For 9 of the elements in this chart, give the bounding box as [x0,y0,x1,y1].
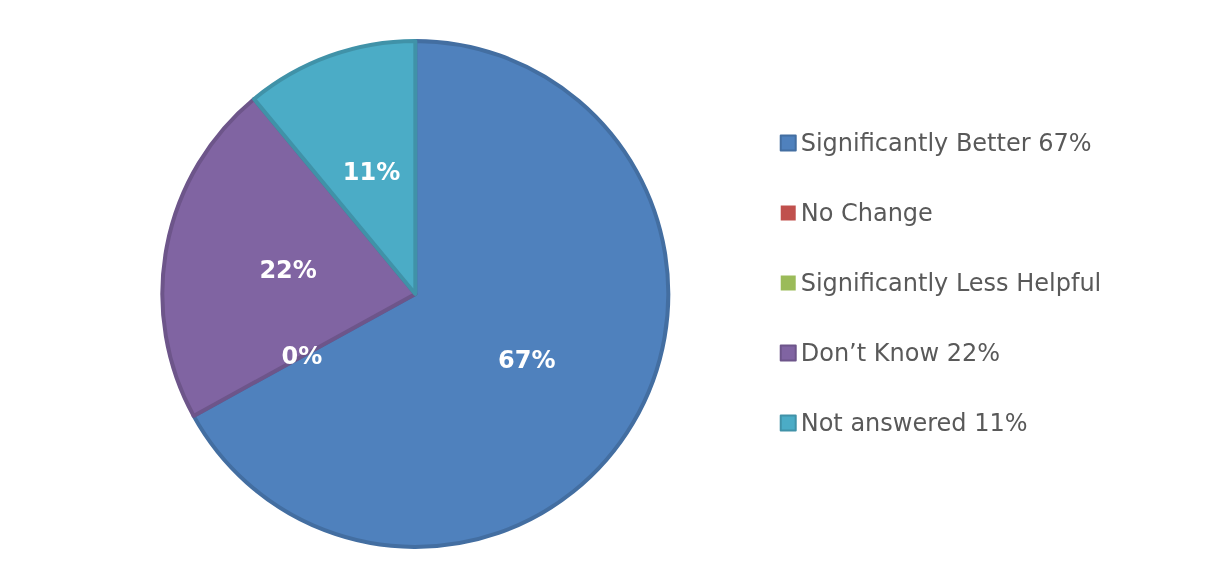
data-label: 67% [498,345,556,374]
legend-label: Significantly Better 67% [800,129,1092,157]
legend-label: No Change [800,199,933,227]
legend-label: Not answered 11% [800,409,1028,437]
text: 0% [281,342,323,371]
data-label: 22% [259,255,317,284]
data-label: 11% [342,158,401,187]
legend-label: Don’t Know 22% [800,339,1000,367]
legend-label: Significantly Less Helpful [800,269,1102,297]
